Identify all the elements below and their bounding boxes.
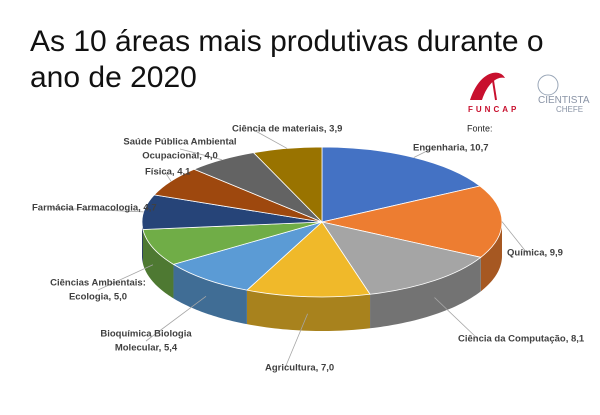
- chefe-logo: CHEFE: [556, 105, 583, 114]
- data-label: Engenharia, 10,7: [413, 143, 489, 154]
- slice-side: [173, 264, 247, 325]
- cientista-logo-mark: [537, 74, 559, 96]
- leader-line: [251, 128, 288, 149]
- leader-line: [97, 264, 154, 291]
- funcap-logo: FUNCAP: [468, 105, 519, 114]
- leader-line: [51, 207, 144, 213]
- data-label: Molecular, 5,4: [115, 343, 178, 354]
- data-label: Física, 4,1: [145, 167, 191, 178]
- pie-slice: [321, 185, 503, 258]
- data-label: Ciência da Computação, 8,1: [458, 334, 585, 345]
- cientista-logo: CIENTISTA: [538, 95, 590, 106]
- data-label: Ciência de materiais, 3,9: [232, 124, 342, 135]
- funcap-logo-mark: [470, 72, 505, 100]
- leader-line: [434, 297, 479, 340]
- data-label: Saúde Pública Ambiental: [123, 137, 236, 148]
- pie-slice: [142, 221, 323, 265]
- data-label: Ciências Ambientais:: [50, 278, 146, 289]
- data-label: Bioquímica Biologia: [100, 329, 192, 340]
- data-label: Farmácia Farmacologia, 4,7: [32, 203, 157, 214]
- leader-line: [501, 221, 528, 254]
- data-label: Agricultura, 7,0: [265, 363, 334, 374]
- leader-line: [284, 313, 308, 369]
- slice-side: [246, 290, 371, 331]
- pie-slice: [246, 221, 371, 298]
- data-label: Ocupacional, 4,0: [142, 151, 218, 162]
- source-label: Fonte:: [467, 123, 493, 133]
- data-label: Ecologia, 5,0: [69, 292, 127, 303]
- leader-line: [164, 171, 172, 182]
- slice-side: [370, 257, 481, 329]
- pie-slice: [252, 146, 323, 223]
- pie-slice: [321, 221, 482, 295]
- slice-side: [480, 222, 502, 292]
- funcap-logo-mark: [491, 73, 497, 101]
- pie-slice: [172, 221, 323, 291]
- pie-slice: [321, 146, 481, 223]
- leader-line: [145, 296, 207, 342]
- slice-side: [142, 229, 174, 299]
- chart-title: As 10 áreas mais produtivas durante o an…: [30, 25, 544, 94]
- leader-line: [179, 148, 222, 161]
- data-label: Química, 9,9: [507, 248, 563, 259]
- slice-side: [142, 222, 143, 264]
- leader-line: [413, 147, 434, 158]
